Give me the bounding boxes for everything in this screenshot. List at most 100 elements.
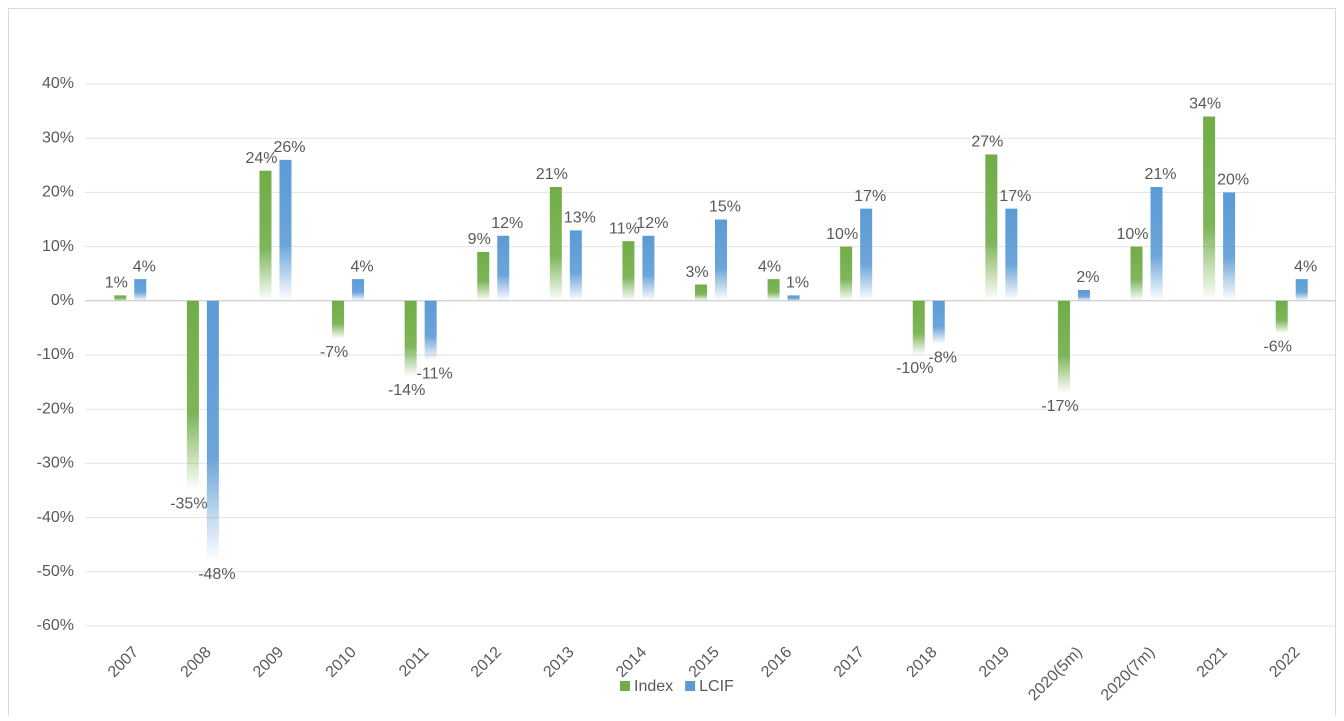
x-tick-label: 2020(7m) — [1098, 644, 1158, 704]
x-tick-label: 2012 — [468, 644, 505, 681]
data-label: 4% — [1294, 258, 1317, 275]
bar — [1275, 300, 1288, 334]
y-tick-label: -30% — [37, 455, 74, 472]
bar — [767, 279, 780, 301]
data-label: 2% — [1076, 269, 1099, 286]
bar — [1150, 186, 1163, 301]
x-tick-label: 2011 — [396, 644, 432, 680]
bar — [787, 295, 800, 301]
data-label: 1% — [786, 275, 809, 292]
x-tick-label: 2010 — [323, 644, 360, 681]
y-tick-label: 10% — [42, 238, 74, 255]
data-label: 20% — [1217, 172, 1249, 189]
bar — [186, 300, 199, 491]
bar — [114, 295, 127, 301]
data-label: -6% — [1263, 339, 1291, 356]
bar — [279, 159, 292, 301]
bar — [259, 170, 272, 301]
data-label: 11% — [609, 220, 640, 237]
data-label: -35% — [170, 496, 207, 513]
data-label: -14% — [388, 382, 425, 399]
data-label: -11% — [417, 366, 453, 383]
x-tick-label: 2009 — [250, 644, 287, 681]
x-tick-label: 2018 — [903, 644, 940, 681]
y-tick-label: 30% — [42, 129, 74, 146]
y-tick-label: 20% — [42, 184, 74, 201]
y-tick-label: -20% — [37, 400, 74, 417]
x-tick-label: 2008 — [178, 644, 215, 681]
x-tick-label: 2020(5m) — [1025, 644, 1085, 704]
data-label: 21% — [1145, 166, 1177, 183]
bar — [642, 235, 655, 301]
x-tick-label: 2015 — [686, 644, 723, 681]
data-label: 12% — [491, 215, 523, 232]
data-label: 34% — [1189, 96, 1221, 113]
data-label: 4% — [758, 258, 781, 275]
bar — [1203, 116, 1216, 301]
data-label: 4% — [133, 258, 156, 275]
x-tick-label: 2019 — [976, 644, 1013, 681]
legend-swatch — [685, 681, 696, 691]
data-label: -7% — [320, 344, 348, 361]
data-label: 17% — [854, 188, 886, 205]
data-label: 21% — [536, 166, 568, 183]
data-label: 17% — [999, 188, 1031, 205]
bar — [912, 300, 925, 355]
data-label: 26% — [273, 139, 305, 156]
y-tick-label: 0% — [51, 292, 74, 309]
bar — [860, 208, 873, 301]
bar — [715, 219, 727, 301]
legend-label: LCIF — [699, 678, 734, 695]
bar — [1130, 246, 1143, 301]
data-label: -10% — [896, 360, 933, 377]
bar — [424, 300, 437, 361]
bar — [985, 154, 998, 301]
x-tick-label: 2017 — [831, 644, 868, 681]
data-label: 27% — [971, 134, 1003, 151]
bar — [1005, 208, 1018, 301]
x-tick-label: 2021 — [1194, 644, 1231, 681]
bar — [569, 230, 582, 301]
bar — [1057, 300, 1070, 393]
y-tick-label: -60% — [37, 617, 74, 634]
bar — [352, 279, 365, 301]
data-label: 15% — [709, 199, 741, 216]
data-label: 4% — [350, 258, 373, 275]
y-tick-label: -10% — [37, 346, 74, 363]
data-label: 12% — [636, 215, 668, 232]
data-label: 10% — [1117, 226, 1149, 243]
x-tick-label: 2016 — [758, 644, 795, 681]
data-label: -17% — [1041, 398, 1078, 415]
bar — [1295, 279, 1308, 301]
data-label: -48% — [198, 566, 235, 583]
bar — [695, 284, 707, 301]
x-tick-label: 2007 — [105, 644, 142, 681]
legend-label: Index — [634, 678, 673, 695]
x-tick-label: 2022 — [1266, 644, 1303, 681]
data-label: 13% — [564, 210, 596, 227]
bar — [622, 241, 635, 301]
y-tick-label: -40% — [37, 509, 74, 526]
bar — [497, 235, 510, 301]
data-label: 1% — [105, 275, 128, 292]
legend-swatch — [620, 681, 630, 691]
x-tick-label: 2014 — [613, 644, 650, 681]
data-label: 9% — [468, 231, 491, 248]
bar — [549, 186, 562, 301]
bar — [1077, 289, 1090, 301]
bar — [134, 279, 147, 301]
bar — [332, 300, 345, 339]
bar — [1223, 192, 1236, 301]
bar — [404, 300, 417, 377]
data-label: 10% — [826, 226, 858, 243]
data-label: 24% — [245, 150, 277, 167]
bar — [840, 246, 853, 301]
bar — [932, 300, 945, 345]
bar — [206, 300, 219, 561]
chart-border — [8, 8, 1336, 721]
y-tick-label: -50% — [37, 563, 74, 580]
bar — [477, 252, 490, 301]
data-label: 3% — [685, 264, 708, 281]
y-tick-label: 40% — [42, 75, 74, 92]
